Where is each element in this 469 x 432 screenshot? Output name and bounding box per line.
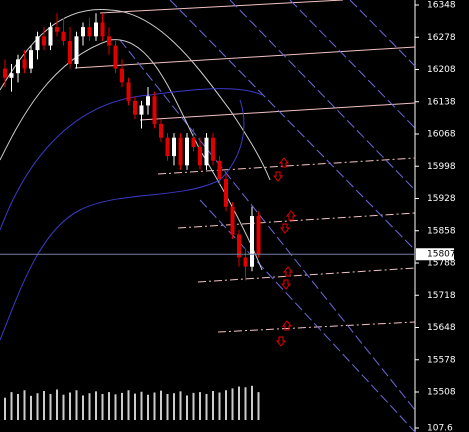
candle-body <box>113 45 118 69</box>
candle-body <box>68 40 72 64</box>
candle-body <box>3 68 7 78</box>
candle-body <box>61 31 66 41</box>
candle-body <box>94 22 98 37</box>
candle-body <box>55 27 59 32</box>
candle-body <box>16 59 20 74</box>
candle-body <box>126 82 131 101</box>
last-price-label: 15807 <box>427 250 456 260</box>
y-tick-label: 16208 <box>427 65 456 75</box>
candle-body <box>152 96 157 124</box>
candle-body <box>191 137 196 147</box>
y-tick-label: 15858 <box>427 226 456 236</box>
y-tick-label: 15508 <box>427 388 456 398</box>
candle-body <box>100 22 105 37</box>
y-tick-label: 15928 <box>427 194 456 204</box>
y-tick-label: 15648 <box>427 323 456 333</box>
arrows <box>272 157 297 347</box>
candle-body <box>74 36 79 64</box>
channel-lines <box>119 0 416 432</box>
candle-body <box>172 137 176 157</box>
candle-body <box>9 73 14 78</box>
candle-body <box>217 160 222 180</box>
candle-body <box>120 68 124 83</box>
candle-body <box>230 206 235 235</box>
y-tick-label: 15718 <box>427 291 456 301</box>
y-tick-label: 16068 <box>427 130 456 140</box>
y-tick-label: 16348 <box>427 1 456 11</box>
candle-body <box>256 216 261 255</box>
candle-body <box>139 105 144 115</box>
candle-body <box>42 36 46 46</box>
candle-body <box>48 27 53 46</box>
y-tick-label: 16278 <box>427 33 456 43</box>
band-lines <box>0 9 271 341</box>
candle-body <box>204 137 209 166</box>
volume-tick-label: 107.6 <box>427 424 453 432</box>
candle-body <box>159 123 163 138</box>
y-tick-label: 16138 <box>427 97 456 107</box>
candle-body <box>211 137 215 161</box>
candle-body <box>250 216 254 267</box>
candle-body <box>165 137 170 157</box>
candle-body <box>81 27 85 37</box>
candle-body <box>107 36 111 46</box>
candle-body <box>133 100 137 115</box>
candle-body <box>243 257 248 267</box>
candle-body <box>22 59 27 69</box>
candle-body <box>178 137 183 166</box>
candle-body <box>185 137 189 166</box>
candle-body <box>237 234 241 258</box>
y-tick-label: 15998 <box>427 162 456 172</box>
candle-body <box>198 146 202 166</box>
candle-body <box>29 50 33 69</box>
fan-lines <box>74 0 416 121</box>
candle-body <box>224 179 228 207</box>
y-tick-label: 15578 <box>427 355 456 365</box>
candle-body <box>146 96 150 106</box>
candle-body <box>35 36 40 51</box>
candle-body <box>87 27 92 37</box>
y-tick-label: 15788 <box>427 259 456 269</box>
last-price-box <box>416 248 454 261</box>
